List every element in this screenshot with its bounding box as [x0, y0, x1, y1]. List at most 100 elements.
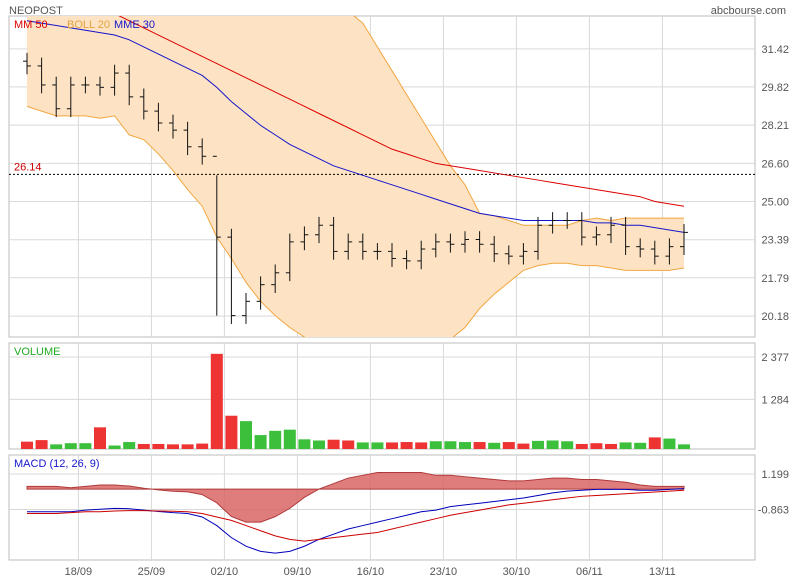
mme30-line	[26, 20, 685, 233]
signal-line	[27, 489, 685, 542]
price-ytick-label-6: 21.79	[761, 273, 789, 285]
volume-bar-4	[79, 443, 92, 449]
price-bar-12	[198, 138, 207, 165]
price-bar-35	[534, 216, 542, 260]
legend-mme30: MME 30	[114, 19, 155, 31]
symbol-title: NEOPOST	[9, 5, 63, 17]
volume-bar-10	[167, 444, 179, 449]
price-bar-3	[66, 76, 75, 118]
macd-line	[27, 488, 685, 554]
price-bar-20	[315, 216, 323, 244]
price-bar-18	[285, 233, 294, 282]
volume-bar-26	[400, 442, 413, 449]
volume-bar-24	[371, 442, 384, 449]
price-bar-41	[621, 216, 630, 255]
volume-bar-31	[473, 442, 486, 449]
volume-bar-33	[502, 442, 515, 449]
price-bar-13	[212, 155, 221, 316]
bollinger-lower-line	[26, 105, 685, 337]
volume-bar-35	[532, 440, 544, 449]
price-bar-33	[504, 245, 513, 265]
price-bar-22	[344, 233, 353, 260]
volume-bar-15	[240, 421, 252, 449]
volume-bar-11	[181, 444, 194, 449]
price-bar-36	[548, 212, 557, 234]
volume-bar-25	[386, 442, 398, 449]
price-ytick-label-0: 31.42	[761, 44, 789, 56]
volume-frame	[8, 342, 756, 450]
price-bar-30	[461, 231, 469, 253]
price-bar-4	[81, 76, 90, 94]
macd-panel: 1.199 -0.863 MACD (12, 26, 9)	[8, 454, 789, 561]
reference-line-label: 26.14	[14, 161, 42, 173]
volume-bar-34	[517, 443, 530, 449]
volume-panel: 2 377 1 284 VOLUME	[8, 342, 789, 450]
price-bar-0	[23, 52, 31, 75]
price-bar-34	[519, 243, 528, 265]
volume-bar-2	[50, 444, 63, 449]
price-bar-10	[169, 114, 177, 139]
volume-bar-32	[488, 442, 501, 449]
volume-bar-30	[459, 442, 471, 449]
price-bar-9	[154, 102, 163, 132]
price-bar-15	[242, 293, 250, 324]
price-bar-28	[431, 233, 440, 258]
price-bar-5	[96, 76, 104, 96]
price-bar-19	[300, 226, 309, 251]
volume-bar-23	[356, 442, 369, 449]
price-bar-29	[446, 233, 455, 253]
volume-bar-36	[546, 440, 559, 449]
volume-bar-44	[663, 438, 676, 449]
volume-bar-14	[225, 415, 238, 449]
volume-bar-5	[94, 427, 106, 449]
price-bar-38	[577, 212, 586, 246]
macd-histogram	[26, 472, 685, 523]
volume-bar-45	[678, 444, 690, 449]
volume-bar-38	[575, 443, 588, 449]
bollinger-upper-line	[353, 16, 684, 226]
x-tick-label-8: 13/11	[649, 566, 676, 578]
price-bar-25	[388, 243, 396, 267]
price-bar-7	[125, 64, 134, 106]
volume-bar-21	[327, 439, 340, 449]
price-ytick-label-4: 25.00	[761, 196, 789, 208]
volume-bar-17	[269, 430, 282, 449]
volume-bar-13	[210, 353, 223, 449]
price-bar-44	[665, 238, 674, 265]
volume-bar-29	[444, 441, 457, 449]
volume-bar-20	[313, 440, 325, 449]
volume-bar-16	[254, 435, 267, 449]
price-bar-26	[402, 250, 411, 270]
volume-bar-18	[283, 429, 296, 449]
macd-title: MACD (12, 26, 9)	[14, 458, 100, 470]
volume-bar-42	[634, 442, 647, 449]
volume-bar-7	[123, 442, 136, 449]
price-bar-43	[650, 240, 659, 265]
volume-title: VOLUME	[14, 346, 60, 358]
x-tick-label-7: 06/11	[576, 566, 603, 578]
price-legend: MM 50 BOLL 20 MME 30	[14, 19, 155, 31]
price-bar-45	[680, 224, 688, 255]
volume-bar-0	[21, 441, 33, 449]
price-bar-17	[271, 264, 280, 294]
price-panel: 31.42 29.82 28.21 26.60 25.00 23.39 21.79 20.18…	[8, 15, 789, 338]
volume-bar-37	[561, 441, 574, 449]
price-bar-23	[358, 233, 367, 260]
macd-frame	[8, 454, 756, 561]
volume-bar-40	[605, 443, 617, 449]
volume-bar-22	[342, 440, 355, 449]
volume-bar-27	[415, 442, 428, 449]
price-ytick-label-2: 28.21	[761, 120, 789, 132]
volume-bar-43	[648, 437, 661, 449]
x-tick-label-4: 16/10	[357, 566, 385, 578]
price-ytick-label-5: 23.39	[761, 235, 789, 247]
volume-ytick-label-0: 2 377	[761, 352, 789, 364]
price-bar-14	[227, 228, 236, 324]
volume-bar-28	[429, 441, 442, 449]
x-tick-label-3: 09/10	[284, 566, 312, 578]
price-bar-40	[607, 216, 615, 244]
price-bar-37	[563, 212, 572, 229]
price-ytick-label-1: 29.82	[761, 82, 789, 94]
price-bar-16	[256, 276, 265, 310]
